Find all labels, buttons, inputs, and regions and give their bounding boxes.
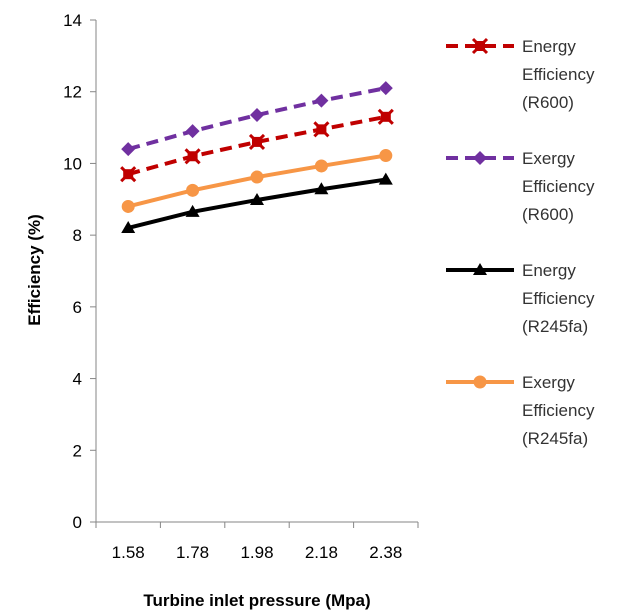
data-point	[186, 183, 200, 197]
legend-label: Energy	[522, 37, 576, 56]
chart-series	[120, 81, 394, 233]
legend-label: Efficiency	[522, 177, 595, 196]
data-point	[377, 108, 394, 125]
y-axis-ticks: 0 2 4 6 8 10 12 14	[63, 11, 96, 532]
x-tick-label: 2.38	[369, 543, 402, 562]
data-point	[378, 172, 393, 185]
data-point	[185, 204, 200, 217]
marker-cross	[248, 133, 266, 150]
marker-cross	[120, 166, 137, 183]
data-point	[250, 193, 264, 206]
x-axis-ticks: 1.58 1.78 1.98 2.18 2.38	[95, 522, 419, 562]
data-point	[184, 148, 201, 165]
marker-cross	[377, 108, 394, 125]
data-point	[314, 93, 329, 108]
legend-entry-3: Exergy Efficiency (R245fa)	[446, 373, 595, 448]
x-tick-label: 1.98	[240, 543, 273, 562]
legend-label: Efficiency	[522, 65, 595, 84]
data-point	[314, 159, 328, 173]
data-point	[378, 81, 393, 96]
legend-entry-1: Exergy Efficiency (R600)	[446, 149, 595, 224]
chart-legend: Energy Efficiency (R600) Exergy Efficiency (R…	[446, 37, 595, 448]
legend-label: (R245fa)	[522, 429, 588, 448]
legend-label: Efficiency	[522, 401, 595, 420]
x-tick-label: 1.58	[112, 543, 145, 562]
data-point	[313, 121, 330, 138]
data-point	[185, 124, 200, 139]
legend-label: Efficiency	[522, 289, 595, 308]
series-0	[120, 108, 394, 183]
data-point	[314, 182, 329, 195]
series-2	[121, 172, 393, 233]
y-tick-label: 10	[63, 154, 82, 173]
y-tick-label: 0	[73, 513, 82, 532]
chart-axes	[95, 20, 418, 523]
legend-label: Exergy	[522, 149, 575, 168]
data-point	[250, 170, 264, 184]
data-point	[121, 199, 135, 213]
y-tick-label: 8	[73, 226, 82, 245]
data-point	[379, 149, 393, 163]
x-axis-title: Turbine inlet pressure (Mpa)	[143, 591, 370, 610]
series-3	[121, 149, 393, 213]
legend-entry-2: Energy Efficiency (R245fa)	[446, 261, 595, 336]
data-point	[120, 166, 137, 183]
data-point	[250, 108, 264, 123]
legend-label: (R600)	[522, 93, 574, 112]
legend-marker	[473, 263, 487, 275]
marker-cross	[184, 148, 201, 165]
series-1	[121, 81, 393, 157]
y-tick-label: 6	[73, 298, 82, 317]
data-point	[121, 220, 136, 233]
data-point	[121, 142, 136, 157]
legend-marker	[471, 37, 489, 55]
x-tick-label: 1.78	[176, 543, 209, 562]
y-tick-label: 2	[73, 441, 82, 460]
legend-label: (R600)	[522, 205, 574, 224]
marker-cross	[313, 121, 330, 138]
marker-cross	[471, 37, 489, 55]
y-axis-title: Efficiency (%)	[25, 214, 44, 325]
legend-label: (R245fa)	[522, 317, 588, 336]
legend-entry-0: Energy Efficiency (R600)	[446, 37, 595, 112]
y-tick-label: 14	[63, 11, 82, 30]
legend-marker	[473, 151, 487, 165]
legend-label: Energy	[522, 261, 576, 280]
data-point	[248, 133, 266, 150]
series-line	[127, 114, 387, 177]
legend-marker	[473, 375, 487, 389]
x-tick-label: 2.18	[305, 543, 338, 562]
y-tick-label: 4	[73, 370, 82, 389]
legend-label: Exergy	[522, 373, 575, 392]
y-tick-label: 12	[63, 83, 82, 102]
